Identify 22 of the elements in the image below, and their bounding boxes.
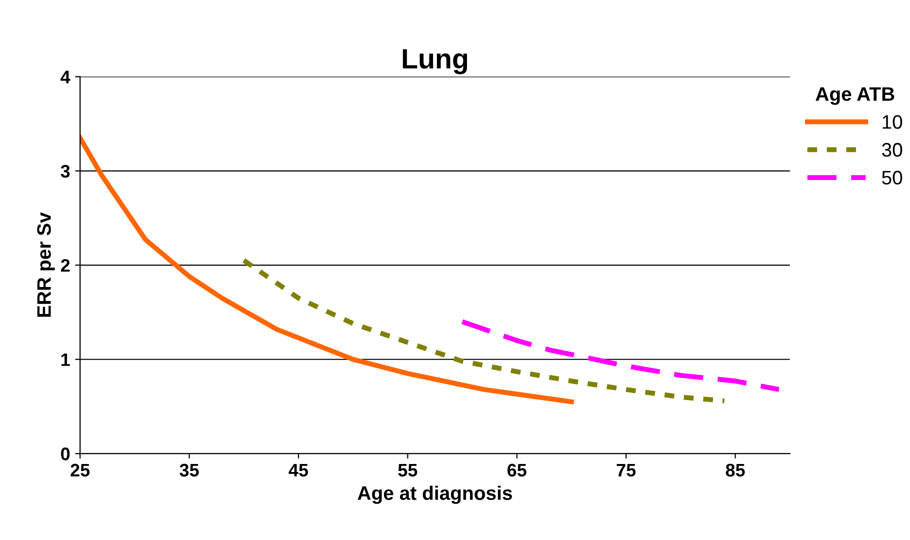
y-axis-title: ERR per Sv — [37, 212, 55, 317]
chart-title: Lung — [402, 49, 468, 74]
line-series — [460, 319, 782, 392]
y-tick-label: 2 — [60, 259, 70, 272]
y-tick-label: 4 — [60, 70, 70, 84]
line-series — [241, 258, 727, 404]
x-tick-label: 75 — [616, 464, 636, 477]
x-tick-label: 45 — [288, 464, 308, 477]
legend-label: 10 — [882, 115, 902, 129]
line-series — [80, 136, 574, 404]
legend-label: 50 — [882, 170, 902, 185]
x-tick-label: 35 — [180, 464, 199, 477]
y-tick-label: 1 — [61, 353, 70, 366]
y-tick-label: 0 — [61, 448, 70, 460]
x-tick-label: 55 — [398, 464, 418, 477]
y-tick-label: 3 — [60, 164, 70, 178]
x-tick-label: 25 — [70, 464, 90, 477]
x-tick-label: 65 — [508, 464, 526, 477]
x-axis-title: Age at diagnosis — [358, 486, 512, 504]
legend-title: Age ATB — [816, 87, 894, 105]
x-tick-label: 85 — [726, 464, 745, 477]
legend-label: 30 — [882, 142, 902, 157]
